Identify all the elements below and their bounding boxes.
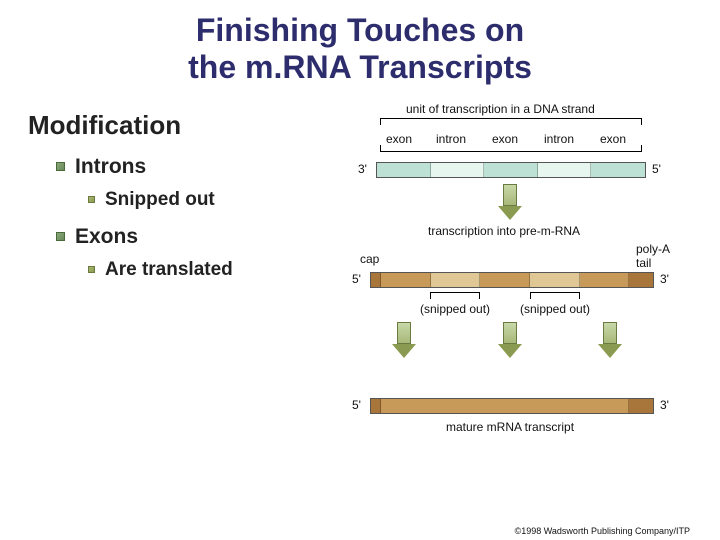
title-line-1: Finishing Touches on xyxy=(196,12,524,48)
end-label-3p: 3' xyxy=(358,162,367,176)
strand-segment xyxy=(530,273,580,287)
dna-strand xyxy=(376,162,646,178)
seg-label-intron: intron xyxy=(436,132,466,146)
mrna-processing-diagram: unit of transcription in a DNA strand ex… xyxy=(328,104,688,464)
brace-icon xyxy=(530,292,580,298)
seg-label-exon: exon xyxy=(600,132,626,146)
polyA-label: poly-A tail xyxy=(636,242,670,270)
outline-column: Modification Introns Snipped out Exons A… xyxy=(28,104,328,464)
strand-segment xyxy=(484,163,538,177)
strand-segment xyxy=(371,399,381,413)
outline-lvl2-exons: Exons xyxy=(56,225,328,249)
pre-mrna-strand xyxy=(370,272,654,288)
outline-lvl2-label: Exons xyxy=(75,225,138,249)
end-label-3p: 3' xyxy=(660,398,669,412)
outline-lvl2-label: Introns xyxy=(75,155,146,179)
outline-lvl3-exons-sub: Are translated xyxy=(88,259,328,281)
seg-label-intron: intron xyxy=(544,132,574,146)
strand-segment xyxy=(538,163,592,177)
outline-lvl3-label: Are translated xyxy=(105,259,233,281)
top-brace-label: unit of transcription in a DNA strand xyxy=(406,102,595,116)
strand-segment xyxy=(431,163,485,177)
slide-title: Finishing Touches on the m.RNA Transcrip… xyxy=(0,0,720,104)
title-line-2: the m.RNA Transcripts xyxy=(188,49,532,85)
seg-label-exon: exon xyxy=(492,132,518,146)
cap-label: cap xyxy=(360,252,379,266)
content-row: Modification Introns Snipped out Exons A… xyxy=(0,104,720,464)
strand-segment xyxy=(580,273,630,287)
step1-label: transcription into pre-m-RNA xyxy=(428,224,580,238)
strand-segment xyxy=(480,273,530,287)
arrow-down-icon xyxy=(498,322,522,358)
strand-segment xyxy=(381,399,629,413)
strand-segment xyxy=(629,273,653,287)
arrow-down-icon xyxy=(598,322,622,358)
snipped-label-2: (snipped out) xyxy=(520,302,590,316)
outline-lvl2-introns: Introns xyxy=(56,155,328,179)
brace-icon xyxy=(430,292,480,298)
seg-label-exon: exon xyxy=(386,132,412,146)
bullet-icon xyxy=(56,232,65,241)
end-label-5p: 5' xyxy=(352,398,361,412)
end-label-5p: 5' xyxy=(352,272,361,286)
outline-lvl1-modification: Modification xyxy=(28,110,328,141)
copyright-text: ©1998 Wadsworth Publishing Company/ITP xyxy=(515,526,690,536)
end-label-5p: 5' xyxy=(652,162,661,176)
bullet-icon xyxy=(88,266,95,273)
end-label-3p: 3' xyxy=(660,272,669,286)
strand-segment xyxy=(371,273,381,287)
mature-label: mature mRNA transcript xyxy=(446,420,574,434)
outline-lvl3-introns-sub: Snipped out xyxy=(88,189,328,211)
diagram-column: unit of transcription in a DNA strand ex… xyxy=(328,104,692,464)
strand-segment xyxy=(377,163,431,177)
snipped-label-1: (snipped out) xyxy=(420,302,490,316)
strand-segment xyxy=(431,273,481,287)
arrow-down-icon xyxy=(498,184,522,220)
bullet-icon xyxy=(88,196,95,203)
brace-icon xyxy=(380,118,642,124)
bullet-icon xyxy=(56,162,65,171)
brace-icon xyxy=(380,146,642,152)
strand-segment xyxy=(591,163,645,177)
strand-segment xyxy=(381,273,431,287)
arrow-down-icon xyxy=(392,322,416,358)
outline-lvl3-label: Snipped out xyxy=(105,189,215,211)
mature-mrna-strand xyxy=(370,398,654,414)
strand-segment xyxy=(629,399,653,413)
